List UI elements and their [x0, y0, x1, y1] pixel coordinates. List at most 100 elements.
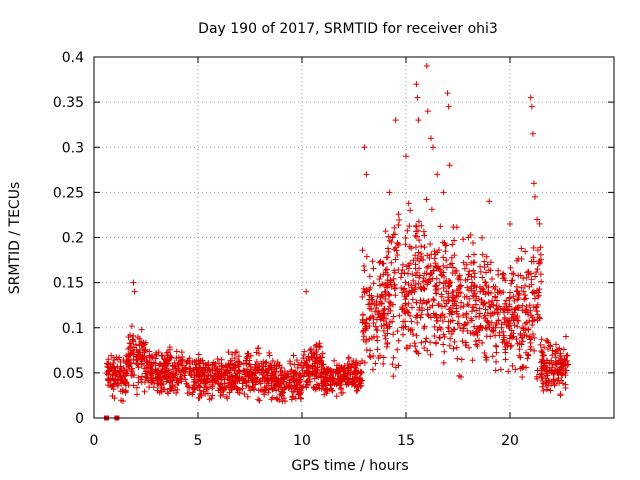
data-point	[333, 393, 340, 400]
data-point	[410, 331, 417, 338]
data-point	[414, 319, 421, 326]
data-point	[415, 249, 422, 256]
data-point	[216, 366, 223, 373]
data-point	[231, 355, 238, 362]
data-point	[242, 377, 249, 384]
data-point	[239, 385, 246, 392]
data-point	[363, 347, 370, 354]
data-point	[418, 311, 425, 318]
data-point	[445, 283, 452, 290]
data-point	[536, 314, 543, 321]
data-point	[432, 283, 439, 290]
data-point	[538, 278, 545, 285]
data-point	[193, 365, 200, 372]
data-point	[254, 345, 261, 352]
data-point	[133, 384, 140, 391]
data-point	[400, 318, 407, 325]
data-point	[266, 352, 273, 359]
data-point	[338, 389, 345, 396]
data-point	[421, 232, 428, 239]
data-point	[398, 324, 405, 331]
data-point	[354, 387, 361, 394]
data-point	[392, 117, 399, 124]
data-point	[151, 380, 158, 387]
data-point	[495, 271, 502, 278]
data-point	[310, 350, 317, 357]
data-point	[256, 397, 263, 404]
data-point	[184, 381, 191, 388]
data-point	[200, 366, 207, 373]
data-point	[271, 382, 278, 389]
data-point	[190, 378, 197, 385]
data-point	[130, 382, 137, 389]
data-point	[177, 357, 184, 364]
data-point	[377, 294, 384, 301]
data-point	[484, 261, 491, 268]
data-point	[415, 218, 422, 225]
data-point	[159, 352, 166, 359]
data-point	[116, 372, 123, 379]
data-point	[461, 265, 468, 272]
data-point	[157, 380, 164, 387]
data-point	[407, 342, 414, 349]
data-point	[402, 279, 409, 286]
data-point	[404, 227, 411, 234]
data-point	[249, 375, 256, 382]
data-point	[481, 315, 488, 322]
data-point	[563, 353, 570, 360]
data-point	[466, 295, 473, 302]
data-point	[493, 349, 500, 356]
data-point	[437, 223, 444, 230]
data-point	[431, 297, 438, 304]
data-point	[409, 296, 416, 303]
data-point	[469, 292, 476, 299]
data-point	[138, 373, 145, 380]
data-point	[310, 354, 317, 361]
data-point	[365, 301, 372, 308]
data-point	[301, 359, 308, 366]
data-point	[551, 382, 558, 389]
data-point	[436, 334, 443, 341]
data-point	[528, 312, 535, 319]
data-point	[278, 375, 285, 382]
data-point	[326, 374, 333, 381]
data-point	[562, 381, 569, 388]
data-point	[378, 292, 385, 299]
data-point	[280, 389, 287, 396]
data-point	[505, 322, 512, 329]
data-point	[476, 337, 483, 344]
data-point	[451, 252, 458, 259]
data-point	[209, 385, 216, 392]
data-point	[243, 382, 250, 389]
data-point	[424, 347, 431, 354]
data-point	[493, 343, 500, 350]
data-point	[546, 342, 553, 349]
data-point	[499, 275, 506, 282]
data-point	[178, 349, 185, 356]
data-point	[411, 340, 418, 347]
data-point	[388, 259, 395, 266]
data-point	[269, 358, 276, 365]
data-point	[116, 354, 123, 361]
data-point	[386, 298, 393, 305]
data-point	[128, 323, 135, 330]
data-point	[134, 391, 141, 398]
data-point	[352, 374, 359, 381]
data-point	[387, 277, 394, 284]
x-tick-label: 15	[397, 433, 415, 449]
data-point	[195, 361, 202, 368]
data-point	[528, 103, 535, 110]
data-point	[253, 367, 260, 374]
data-point	[509, 277, 516, 284]
data-point	[422, 338, 429, 345]
data-point	[485, 284, 492, 291]
data-point	[331, 357, 338, 364]
data-point	[455, 293, 462, 300]
data-point	[539, 383, 546, 390]
data-point	[500, 332, 507, 339]
data-point	[389, 318, 396, 325]
data-point	[507, 332, 514, 339]
data-point	[387, 307, 394, 314]
data-point	[514, 323, 521, 330]
data-point	[379, 260, 386, 267]
